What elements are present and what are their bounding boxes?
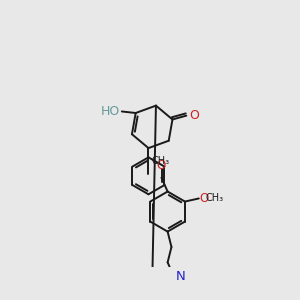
Text: HO: HO: [100, 105, 119, 118]
Text: O: O: [189, 109, 199, 122]
Text: CH₃: CH₃: [152, 156, 170, 166]
Text: O: O: [156, 159, 165, 172]
Text: O: O: [200, 192, 209, 205]
Text: N: N: [175, 270, 185, 283]
Text: CH₃: CH₃: [206, 194, 224, 203]
